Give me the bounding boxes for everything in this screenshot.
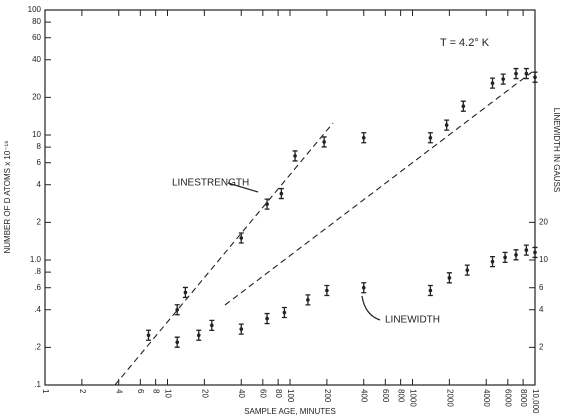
y2-tick-label: 6	[539, 283, 544, 292]
data-point-dot	[322, 140, 326, 144]
y-tick-label: .6	[34, 283, 41, 292]
data-point-dot	[447, 276, 452, 280]
data-point-dot	[533, 75, 537, 80]
y-tick-label: 8	[37, 142, 42, 151]
y2-tick-label: 20	[539, 217, 548, 226]
x-tick-label: 600	[381, 389, 390, 403]
x-tick-label: 10	[163, 389, 172, 398]
x-tick-label: 20	[200, 389, 209, 398]
annotation: T = 4.2° K	[440, 37, 490, 49]
x-tick-label: 2000	[445, 389, 454, 407]
data-point-dot	[361, 135, 366, 140]
data-point-dot	[239, 236, 244, 240]
y-tick-label: .8	[34, 267, 41, 276]
y2-axis-title: LINEWIDTH IN GAUSS	[552, 108, 561, 192]
series-label: LINEWIDTH	[385, 315, 440, 326]
y-tick-label: .1	[34, 380, 41, 389]
x-tick-label: 6	[136, 389, 145, 394]
y-tick-label: 6	[37, 158, 42, 167]
data-point-dot	[239, 327, 244, 331]
data-point-dot	[490, 81, 495, 85]
x-tick-label: 100	[286, 389, 295, 403]
y-tick-label: 60	[32, 33, 41, 42]
data-point-dot	[279, 191, 284, 196]
x-tick-label: 400	[360, 389, 369, 403]
y-tick-label: 40	[32, 55, 41, 64]
arrow	[361, 295, 381, 321]
data-point-dot	[503, 255, 507, 260]
data-point-dot	[444, 123, 449, 127]
fit-line	[114, 122, 334, 386]
data-point-dot	[524, 248, 529, 252]
data-point-dot	[490, 259, 495, 264]
x-tick-label: 6000	[504, 389, 513, 407]
y-tick-label: 10	[32, 130, 41, 139]
y-tick-label: 4	[37, 180, 42, 189]
data-point-dot	[501, 77, 505, 81]
x-tick-label: 1	[41, 389, 50, 394]
y-tick-label: .4	[34, 305, 41, 314]
data-point-dot	[325, 288, 329, 293]
data-point-dot	[293, 154, 297, 158]
y2-tick-label: 4	[539, 305, 544, 314]
series-label: LINESTRENGTH	[172, 178, 249, 189]
x-tick-label: 80	[274, 389, 283, 398]
x-tick-label: 1000	[408, 389, 417, 407]
data-point-dot	[183, 290, 188, 295]
y-axis-title: NUMBER OF D ATOMS x 10⁻¹⁶	[3, 140, 12, 253]
data-point-dot	[428, 135, 433, 140]
data-point-dot	[175, 340, 179, 344]
data-point-dot	[265, 202, 269, 206]
x-tick-label: 4	[115, 389, 124, 394]
x-tick-label: 8000	[519, 389, 528, 407]
x-tick-label: 8	[152, 389, 161, 394]
y-tick-label: 2	[37, 217, 42, 226]
x-tick-label: 2	[78, 389, 87, 394]
x-axis-title: SAMPLE AGE, MINUTES	[244, 407, 336, 416]
y2-tick-label: 2	[539, 342, 544, 351]
data-point-dot	[146, 333, 151, 338]
plot-frame	[44, 9, 536, 386]
data-point-dot	[428, 288, 433, 293]
y-tick-label: 1.0	[30, 255, 42, 264]
y-tick-label: 20	[32, 92, 41, 101]
data-point-dot	[306, 298, 310, 302]
data-point-dot	[210, 323, 214, 328]
x-tick-label: 60	[259, 389, 268, 398]
data-point-dot	[514, 253, 518, 257]
data-point-dot	[533, 250, 537, 255]
arrow	[227, 182, 259, 193]
data-point-dot	[361, 285, 366, 290]
x-tick-label: 40	[237, 389, 246, 398]
data-point-dot	[461, 104, 466, 108]
fit-line	[224, 71, 533, 306]
x-tick-label: 4000	[482, 389, 491, 407]
x-tick-label: 800	[397, 389, 406, 403]
x-tick-label: 10,000	[531, 389, 540, 414]
data-point-dot	[524, 71, 529, 76]
y-tick-label: .2	[34, 342, 41, 351]
y2-tick-label: 10	[539, 255, 548, 264]
data-point-dot	[175, 307, 179, 312]
data-point-dot	[265, 316, 269, 321]
y-tick-label: 100	[28, 5, 42, 14]
data-point-dot	[282, 310, 287, 315]
data-point-dot	[465, 268, 470, 272]
x-tick-label: 200	[323, 389, 332, 403]
data-point-dot	[196, 333, 201, 338]
data-point-dot	[514, 71, 518, 76]
y-tick-label: 80	[32, 17, 41, 26]
